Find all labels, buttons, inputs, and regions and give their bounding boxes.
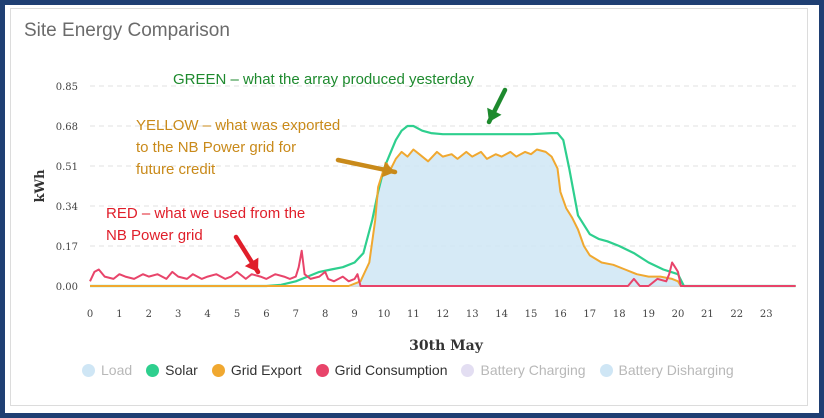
x-tick-label: 6 bbox=[263, 309, 269, 320]
red-arrow-head bbox=[244, 257, 259, 272]
legend-item-battery-charging[interactable]: Battery Charging bbox=[461, 362, 586, 378]
annotation-red: RED – what we used from the bbox=[106, 205, 305, 222]
legend-label: Grid Export bbox=[230, 362, 302, 378]
legend-item-solar[interactable]: Solar bbox=[146, 362, 198, 378]
x-tick-label: 2 bbox=[146, 309, 152, 320]
x-tick-label: 22 bbox=[730, 309, 743, 320]
x-tick-label: 5 bbox=[234, 309, 240, 320]
x-tick-label: 12 bbox=[436, 309, 449, 320]
x-tick-label: 17 bbox=[583, 309, 596, 320]
legend-dot-icon bbox=[146, 363, 160, 377]
annotation-green: GREEN – what the array produced yesterda… bbox=[173, 71, 474, 88]
x-tick-label: 13 bbox=[466, 309, 479, 320]
x-tick-label: 7 bbox=[293, 309, 299, 320]
x-tick-label: 15 bbox=[525, 309, 538, 320]
legend-item-grid-export[interactable]: Grid Export bbox=[211, 362, 302, 378]
x-tick-label: 9 bbox=[351, 309, 357, 320]
legend-dot-icon bbox=[461, 363, 475, 377]
x-tick-label: 16 bbox=[554, 309, 567, 320]
x-tick-label: 20 bbox=[672, 309, 685, 320]
legend-label: Battery Charging bbox=[480, 362, 586, 378]
y-tick-label: 0.34 bbox=[56, 202, 78, 213]
x-tick-label: 0 bbox=[87, 309, 93, 320]
annotation-yellow: to the NB Power grid for bbox=[136, 139, 296, 156]
legend-dot-icon bbox=[82, 363, 95, 377]
legend-item-battery-disharging[interactable]: Battery Disharging bbox=[599, 362, 734, 378]
x-tick-label: 3 bbox=[175, 309, 181, 320]
x-tick-label: 1 bbox=[116, 309, 122, 320]
x-tick-label: 19 bbox=[642, 309, 655, 320]
annotation-yellow: future credit bbox=[136, 161, 216, 178]
x-tick-label: 18 bbox=[613, 309, 626, 320]
x-tick-label: 23 bbox=[760, 309, 773, 320]
legend-label: Battery Disharging bbox=[618, 362, 734, 378]
y-tick-label: 0.00 bbox=[56, 282, 78, 293]
chart-title: Site Energy Comparison bbox=[24, 20, 230, 41]
chart-legend: Load Solar Grid Export Grid Consumption Batt… bbox=[82, 360, 748, 380]
annotation-red: NB Power grid bbox=[106, 227, 203, 244]
yellow-arrow-head bbox=[381, 161, 395, 178]
legend-label: Grid Consumption bbox=[334, 362, 448, 378]
x-tick-label: 4 bbox=[204, 309, 210, 320]
legend-dot-icon bbox=[315, 363, 329, 377]
y-tick-label: 0.17 bbox=[56, 242, 78, 253]
y-axis-label: kWh bbox=[33, 169, 48, 203]
annotation-yellow: YELLOW – what was exported bbox=[136, 117, 340, 134]
x-tick-label: 10 bbox=[378, 309, 391, 320]
legend-dot-icon bbox=[599, 363, 613, 377]
legend-item-load[interactable]: Load bbox=[82, 362, 132, 378]
y-tick-label: 0.85 bbox=[56, 82, 78, 93]
y-tick-label: 0.68 bbox=[56, 122, 78, 133]
legend-item-grid-consumption[interactable]: Grid Consumption bbox=[315, 362, 448, 378]
legend-dot-icon bbox=[211, 363, 225, 377]
grid-consumption-line bbox=[89, 249, 796, 287]
x-axis-label: 30th May bbox=[409, 338, 484, 354]
grid-export-area bbox=[90, 149, 796, 286]
x-tick-label: 11 bbox=[407, 309, 420, 320]
solar-line bbox=[90, 124, 796, 288]
legend-label: Load bbox=[101, 362, 133, 378]
green-arrow-head bbox=[487, 107, 502, 122]
legend-label: Solar bbox=[165, 362, 198, 378]
y-tick-label: 0.51 bbox=[56, 162, 78, 173]
x-tick-label: 8 bbox=[322, 309, 328, 320]
x-tick-label: 14 bbox=[495, 309, 508, 320]
x-tick-label: 21 bbox=[701, 309, 714, 320]
